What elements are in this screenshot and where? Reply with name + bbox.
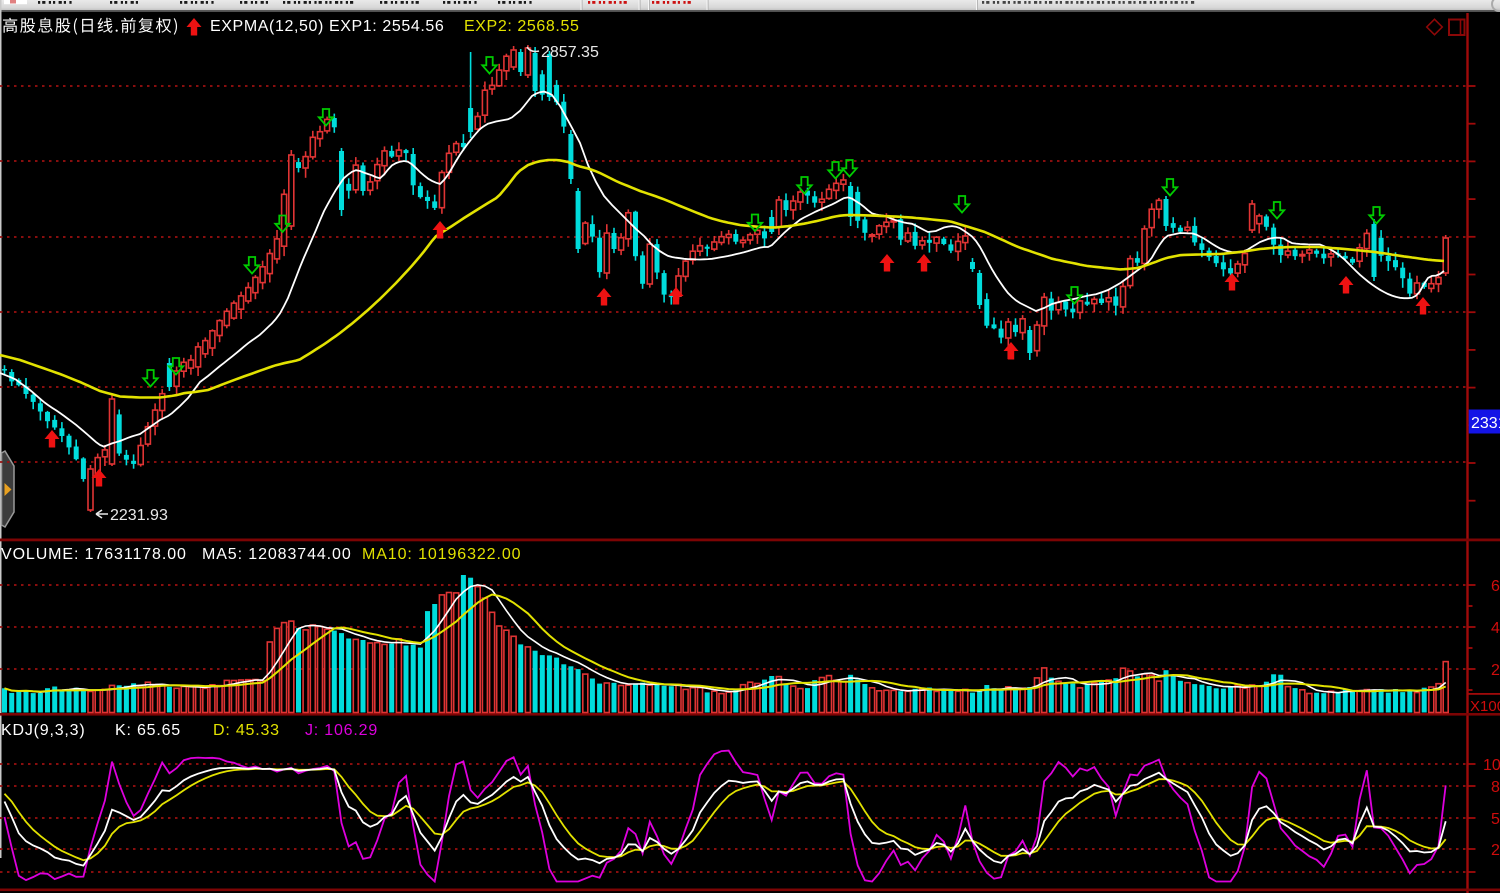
svg-text:VOLUME: 17631178.00: VOLUME: 17631178.00 — [1, 546, 187, 563]
svg-text:6: 6 — [1491, 578, 1500, 595]
svg-text:EXPMA(12,50) EXP1: 2554.56: EXPMA(12,50) EXP1: 2554.56 — [210, 18, 444, 35]
svg-text:EXP2: 2568.55: EXP2: 2568.55 — [464, 18, 579, 35]
svg-text:2: 2 — [1491, 662, 1500, 679]
svg-text:J: 106.29: J: 106.29 — [305, 722, 378, 739]
svg-text:X10000: X10000 — [1470, 698, 1500, 715]
svg-text:4: 4 — [1491, 620, 1500, 637]
svg-text:K: 65.65: K: 65.65 — [115, 722, 181, 739]
svg-text:100: 100 — [1483, 757, 1500, 774]
svg-text:KDJ(9,3,3): KDJ(9,3,3) — [1, 722, 85, 739]
svg-text:80: 80 — [1491, 779, 1500, 796]
svg-text:20: 20 — [1491, 842, 1500, 859]
svg-text:MA10: 10196322.00: MA10: 10196322.00 — [362, 546, 521, 563]
svg-text:D: 45.33: D: 45.33 — [213, 722, 280, 739]
svg-text:2857.35: 2857.35 — [541, 44, 599, 61]
svg-text:MA5: 12083744.00: MA5: 12083744.00 — [202, 546, 352, 563]
svg-text:50: 50 — [1491, 811, 1500, 828]
svg-text:2231.93: 2231.93 — [110, 507, 168, 524]
svg-text:2331: 2331 — [1471, 415, 1500, 432]
